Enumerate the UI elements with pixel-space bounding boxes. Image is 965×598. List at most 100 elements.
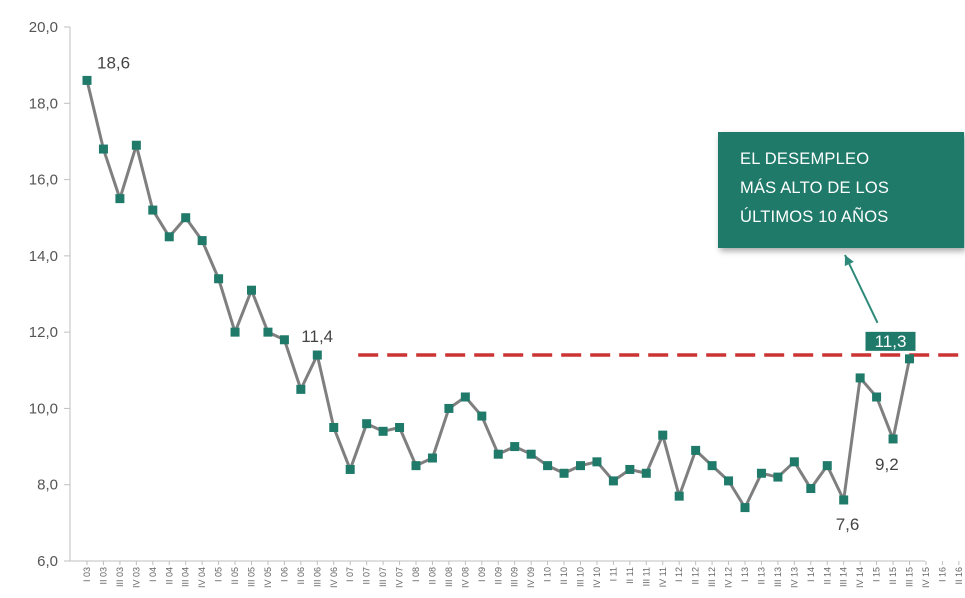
annotation-arrow — [844, 254, 879, 324]
y-tick-label: 18,0 — [29, 95, 58, 112]
data-points — [82, 75, 914, 513]
x-tick-label: I 12 — [674, 567, 684, 582]
x-tick-label: III 04 — [181, 567, 191, 587]
x-tick-label: I 04 — [148, 567, 158, 582]
annotation-callout: EL DESEMPLEO MÁS ALTO DE LOS ÚLTIMOS 10 … — [718, 132, 964, 248]
x-tick-label: I 05 — [214, 567, 224, 582]
x-tick-label: III 09 — [510, 567, 520, 587]
data-point — [625, 464, 635, 474]
data-point — [279, 335, 289, 345]
x-tick-label: I 11 — [608, 567, 618, 581]
x-tick-label: III 15 — [905, 567, 915, 587]
data-label: 7,6 — [836, 515, 860, 534]
x-tick-label: IV 04 — [197, 567, 207, 588]
data-point — [510, 442, 520, 452]
x-tick-label: III 14 — [839, 567, 849, 587]
data-point — [148, 205, 158, 215]
annotation-arrow-head — [844, 255, 854, 267]
y-tick-label: 8,0 — [37, 477, 58, 494]
annotation-line-3: ÚLTIMOS 10 AÑOS — [740, 208, 889, 226]
x-tick-label: III 10 — [576, 567, 586, 587]
data-labels: 18,6 11,4 7,6 9,2 11,3 — [97, 53, 916, 534]
data-point — [345, 464, 355, 474]
x-tick-label: II 13 — [756, 567, 766, 585]
data-point — [362, 419, 372, 429]
data-point — [888, 434, 898, 444]
data-point — [641, 468, 651, 478]
data-point — [691, 445, 701, 455]
data-point — [197, 236, 207, 246]
data-point — [444, 403, 454, 413]
data-point — [247, 285, 256, 295]
x-tick-label: I 03 — [82, 567, 92, 582]
x-tick-label: I 07 — [345, 567, 355, 582]
x-tick-label: II 11 — [625, 567, 635, 584]
data-point — [82, 75, 92, 85]
data-point — [822, 461, 832, 471]
data-point — [378, 426, 388, 436]
annotation-line-2: MÁS ALTO DE LOS — [740, 179, 890, 197]
data-label-highlight: 11,3 — [875, 332, 907, 351]
x-tick-label: IV 06 — [329, 567, 339, 588]
data-point — [559, 468, 569, 478]
x-tick-label: III 07 — [378, 567, 388, 587]
y-tick-label: 16,0 — [29, 172, 58, 189]
x-tick-label: I 06 — [279, 567, 289, 582]
x-tick-label: IV 13 — [789, 567, 799, 588]
x-tick-label: II 04 — [164, 567, 174, 585]
x-tick-label: II 08 — [427, 567, 437, 585]
x-axis: I 03 II 03 III 03 IV 03 I 04 II 04 III 04 IV 04… — [70, 560, 964, 588]
y-tick-label: 20,0 — [29, 19, 58, 36]
x-tick-label: I 13 — [740, 567, 750, 582]
data-point — [789, 457, 799, 467]
data-point — [905, 354, 914, 364]
x-tick-label: III 11 — [641, 567, 651, 586]
x-tick-label: II 09 — [493, 567, 503, 585]
data-point — [806, 484, 816, 494]
y-tick-label: 14,0 — [29, 248, 58, 265]
data-point — [296, 384, 306, 394]
data-point — [674, 491, 684, 501]
x-tick-label: II 12 — [691, 567, 701, 585]
y-axis: 6,0 8,0 10,0 12,0 14,0 16,0 18,0 20,0 — [29, 19, 71, 570]
y-tick-label: 6,0 — [37, 553, 58, 570]
data-point — [773, 472, 783, 482]
data-label: 18,6 — [97, 53, 130, 72]
y-tick-label: 10,0 — [29, 400, 58, 417]
data-point — [115, 194, 125, 204]
data-point — [543, 461, 553, 471]
x-tick-label: I 14 — [806, 567, 816, 582]
x-tick-label: III 13 — [773, 567, 783, 587]
x-tick-label: II 10 — [559, 567, 569, 585]
data-label: 9,2 — [875, 455, 899, 474]
data-point — [740, 503, 750, 513]
data-point — [477, 411, 487, 421]
data-point — [658, 430, 668, 440]
x-tick-label: III 12 — [707, 567, 717, 587]
data-point — [312, 350, 322, 360]
x-tick-label: IV 05 — [263, 567, 273, 588]
x-tick-label: II 03 — [98, 567, 108, 585]
y-tick-label: 12,0 — [29, 324, 58, 341]
x-tick-label: IV 11 — [658, 567, 668, 587]
x-tick-label: III 05 — [247, 567, 257, 587]
x-tick-label: IV 10 — [592, 567, 602, 588]
x-tick-label: IV 03 — [131, 567, 141, 588]
x-tick-label: II 07 — [362, 567, 372, 585]
data-point — [855, 373, 865, 383]
data-point — [427, 453, 437, 463]
annotation-line-1: EL DESEMPLEO — [740, 150, 870, 168]
data-point — [576, 461, 585, 471]
x-tick-label: IV 08 — [460, 567, 470, 588]
data-point — [181, 213, 191, 223]
x-tick-label: IV 12 — [724, 567, 734, 588]
data-point — [756, 468, 766, 478]
x-tick-label: IV 07 — [395, 567, 405, 588]
x-tick-label: IV 14 — [855, 567, 865, 588]
data-point — [872, 392, 882, 402]
data-point — [131, 140, 141, 150]
x-tick-label: II 14 — [822, 567, 832, 585]
x-tick-label: I 16 — [937, 567, 947, 582]
data-point — [460, 392, 470, 402]
data-point — [526, 449, 536, 459]
